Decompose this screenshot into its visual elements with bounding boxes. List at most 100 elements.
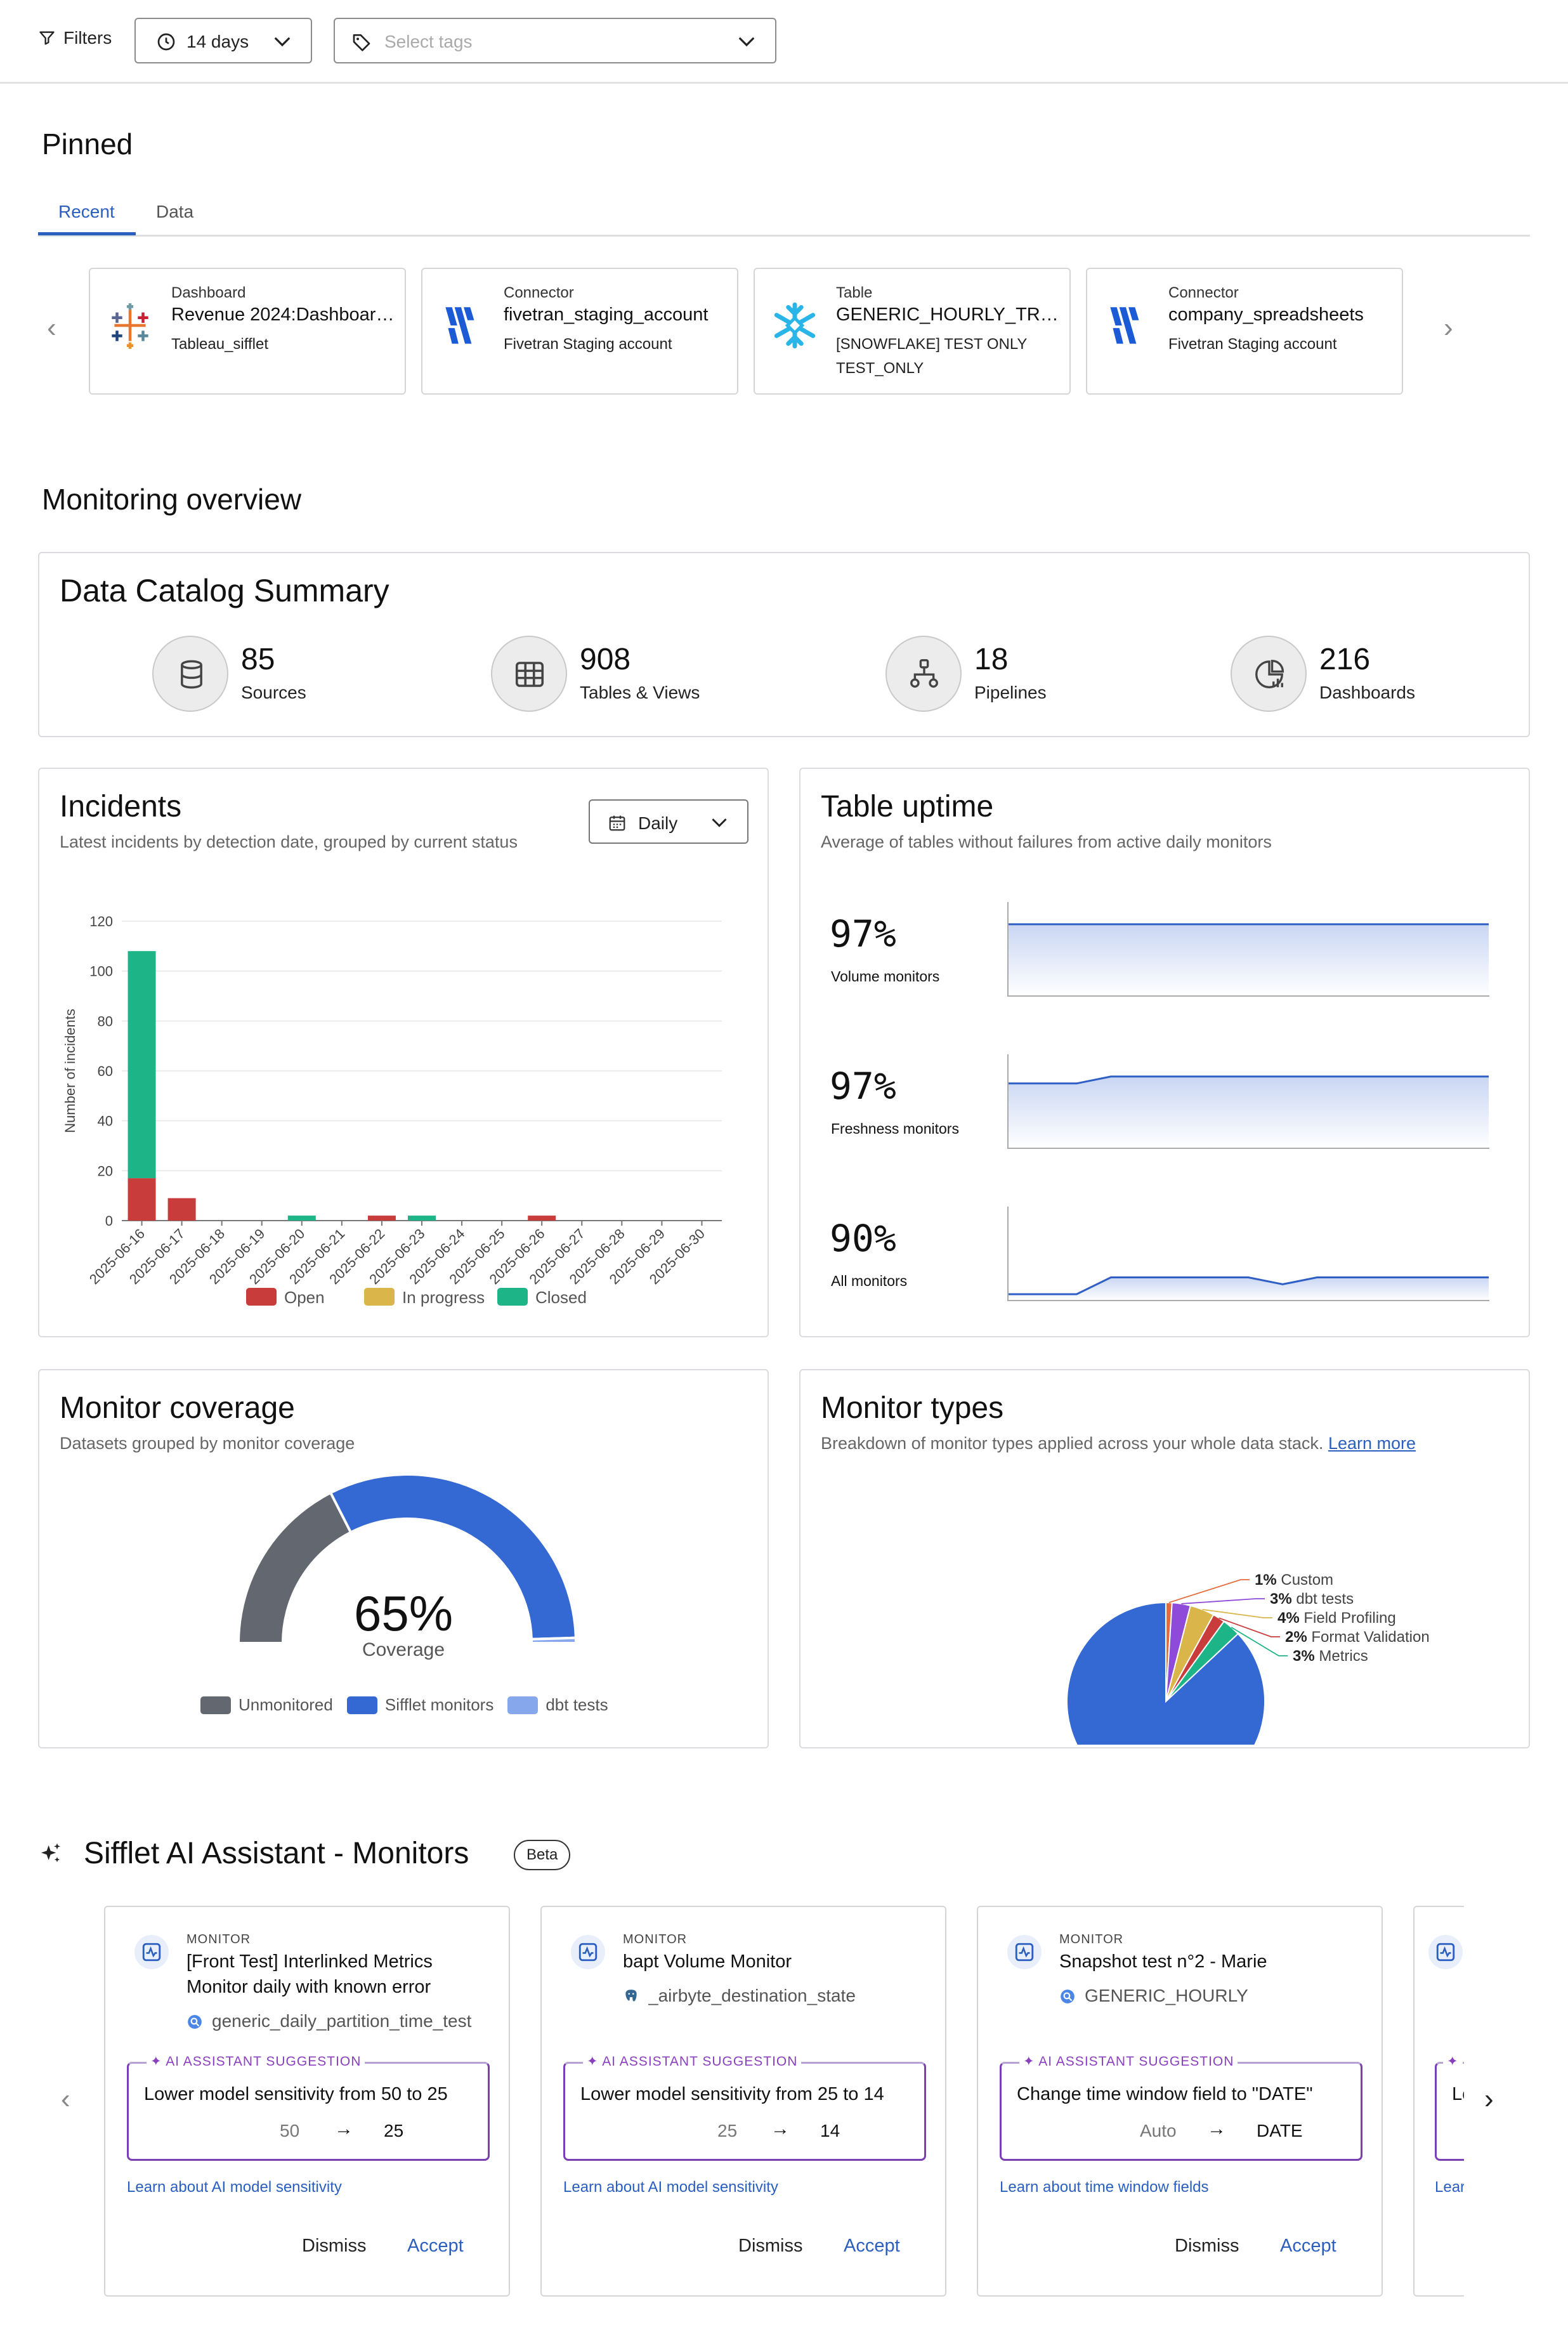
suggestion-from: 50 [280, 2121, 300, 2141]
bar-closed [287, 1216, 316, 1221]
pie-label-name: dbt tests [1292, 1590, 1354, 1608]
legend-swatch [346, 1696, 377, 1714]
pinned-desc: Fivetran Staging account [504, 336, 672, 353]
suggestion-label-text: AI ASSISTANT SUGGESTION [1038, 2054, 1234, 2069]
chevron-right-icon[interactable]: › [1484, 2083, 1494, 2114]
suggestion-box: ✦ AI ASSISTANT SUGGESTION Change time wi… [1000, 2054, 1362, 2161]
monitor-source: GENERIC_HOURLY [1085, 1986, 1248, 2005]
pipeline-icon [910, 659, 938, 688]
chevron-left-icon[interactable]: ‹ [61, 2083, 70, 2114]
active-tab-indicator [38, 232, 136, 235]
y-tick-label: 100 [89, 964, 113, 980]
chevron-right-icon[interactable]: › [1444, 312, 1453, 343]
monitor-icon [1428, 1935, 1463, 1969]
monitor-title[interactable]: [Front Test] Interlinked Metrics Monitor… [186, 1951, 433, 1997]
coverage-value-label: Coverage [362, 1639, 445, 1660]
legend-item: Unmonitored [200, 1695, 333, 1715]
pinned-card[interactable]: Connector company_spreadsheets Fivetran … [1086, 268, 1403, 395]
database-icon [181, 660, 202, 689]
legend-item: Sifflet monitors [346, 1695, 493, 1715]
suggestion-from: 25 [717, 2121, 738, 2141]
tab-recent[interactable]: Recent [58, 202, 115, 221]
suggestion-box: ✦ AI ASSISTANT SUGGESTION Lower model se… [563, 2054, 926, 2161]
learn-link[interactable]: Learn about time window fields [1000, 2179, 1209, 2196]
dismiss-button[interactable]: Dismiss [1175, 2236, 1239, 2256]
dismiss-button[interactable]: Dismiss [738, 2236, 803, 2256]
uptime-card: Table uptime Average of tables without f… [799, 768, 1530, 1337]
suggestion-to: 25 [384, 2121, 404, 2141]
pinned-kind: Connector [1168, 284, 1239, 301]
legend-label: In progress [402, 1288, 485, 1307]
pie-label-percent: 3% [1270, 1590, 1292, 1608]
period-value: 14 days [186, 32, 249, 51]
suggestion-label: ✦ AI ASSISTANT SUGGESTION [583, 2054, 802, 2069]
sparkles-icon [41, 1843, 60, 1863]
suggestion-text: Lo [1452, 2084, 1464, 2104]
uptime-line [1008, 1075, 1489, 1085]
tab-data[interactable]: Data [156, 202, 194, 221]
accept-button[interactable]: Accept [1280, 2236, 1336, 2256]
monitor-title[interactable]: bapt Volume Monitor [623, 1951, 792, 1972]
chevron-left-icon[interactable]: ‹ [47, 312, 56, 343]
filters-button[interactable]: Filters [38, 28, 112, 48]
pinned-card[interactable]: Dashboard Revenue 2024:Dashboard 1 Table… [89, 268, 406, 395]
y-tick-label: 0 [105, 1213, 113, 1229]
monitor-kind: MONITOR [1059, 1932, 1124, 1946]
fivetran-icon [1110, 307, 1139, 344]
incidents-subtitle: Latest incidents by detection date, grou… [60, 832, 518, 851]
stat-label: Tables & Views [580, 683, 700, 702]
pie-label-percent: 4% [1277, 1610, 1300, 1627]
stat-value: 18 [974, 643, 1009, 676]
y-tick-label: 80 [98, 1013, 113, 1029]
legend-swatch [246, 1288, 277, 1306]
uptime-area [1008, 1076, 1489, 1148]
pinned-desc: Tableau_sifflet [171, 336, 268, 353]
tags-select[interactable]: Select tags [334, 18, 776, 63]
dismiss-button[interactable]: Dismiss [302, 2236, 367, 2256]
bigquery-icon [188, 2015, 202, 2029]
stat-value: 908 [580, 643, 631, 676]
monitor-icon [134, 1935, 169, 1969]
pie-leader-line [1202, 1609, 1272, 1618]
filter-bar: Filters 14 days Select tags [0, 0, 1568, 84]
legend-label: Unmonitored [238, 1695, 333, 1714]
pie-label: 2% Format Validation [1285, 1629, 1430, 1646]
suggestion-from: Auto [1140, 2121, 1177, 2141]
learn-more-link[interactable]: Learn more [1328, 1434, 1416, 1453]
accept-button[interactable]: Accept [407, 2236, 464, 2256]
granularity-select[interactable]: Daily [589, 799, 748, 844]
filters-label: Filters [63, 28, 112, 48]
tags-placeholder: Select tags [384, 32, 473, 51]
catalog-title: Data Catalog Summary [60, 573, 389, 608]
stat-circle [152, 636, 228, 712]
learn-link[interactable]: Learn about AI model sensitivity [127, 2179, 342, 2196]
monitor-title[interactable]: Snapshot test n°2 - Marie [1059, 1951, 1267, 1972]
pie-label: 3% dbt tests [1270, 1590, 1354, 1608]
pie-label-percent: 1% [1255, 1571, 1277, 1589]
stat-circle [491, 636, 567, 712]
arrow-right-icon: → [334, 2118, 353, 2139]
uptime-pct: 97% [830, 1065, 896, 1108]
pinned-kind: Connector [504, 284, 574, 301]
learn-link[interactable]: Lear [1435, 2179, 1464, 2196]
monitoring-title: Monitoring overview [42, 483, 302, 516]
pinned-card[interactable]: Connector fivetran_staging_account Fivet… [421, 268, 738, 395]
uptime-area [1008, 1277, 1489, 1301]
pie-slice-table-level-health [1066, 1601, 1265, 1745]
ai-suggestion-card: MONITOR bapt Volume Monitor _airbyte_des… [540, 1906, 946, 2297]
granularity-value: Daily [638, 813, 678, 833]
legend-swatch [364, 1288, 395, 1306]
pie-label-name: Field Profiling [1300, 1610, 1396, 1627]
period-select[interactable]: 14 days [134, 18, 312, 63]
pinned-card[interactable]: Table GENERIC_HOURLY_TRADE [SNOWFLAKE] T… [754, 268, 1071, 395]
coverage-card: Monitor coverage Datasets grouped by mon… [38, 1369, 769, 1748]
pie-label-name: Custom [1277, 1571, 1333, 1589]
y-tick-label: 60 [98, 1063, 113, 1079]
types-subtitle-line: Breakdown of monitor types applied acros… [821, 1434, 1416, 1453]
uptime-sparkline-all [1007, 1207, 1489, 1301]
learn-link[interactable]: Learn about AI model sensitivity [563, 2179, 778, 2196]
pie-label-name: Metrics [1315, 1648, 1368, 1665]
pinned-desc: [SNOWFLAKE] TEST ONLY TEST_ONLY [836, 336, 1027, 377]
accept-button[interactable]: Accept [844, 2236, 900, 2256]
